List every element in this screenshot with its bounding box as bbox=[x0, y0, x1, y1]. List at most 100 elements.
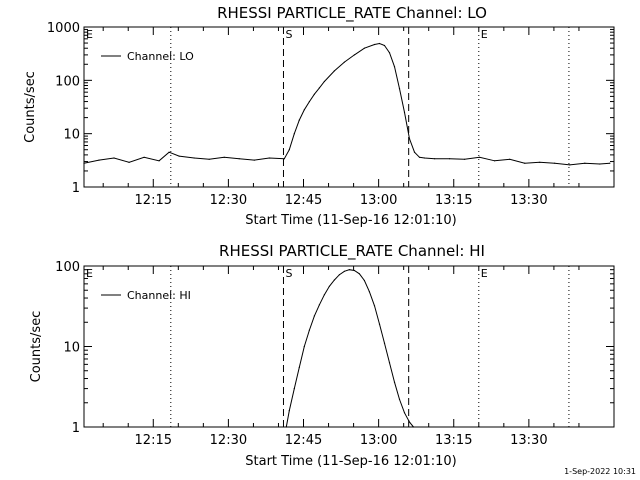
chart-1-data-point bbox=[308, 329, 310, 331]
chart-0-data-point bbox=[393, 66, 396, 68]
chart-1-series-line bbox=[285, 269, 414, 428]
chart-1-data-point bbox=[313, 315, 315, 317]
chart-1-y-tick-label: 10 bbox=[63, 341, 80, 356]
chart-0-marker-label-s: S bbox=[285, 28, 292, 41]
chart-0-data-point bbox=[178, 155, 180, 157]
chart-1-x-tick-label: 12:45 bbox=[285, 433, 322, 448]
chart-0-data-point bbox=[363, 47, 365, 49]
chart-0-data-point bbox=[464, 158, 466, 160]
chart-1-data-point bbox=[328, 285, 330, 287]
chart-0-data-point bbox=[288, 149, 290, 151]
chart-1-data-point bbox=[388, 362, 391, 364]
chart-0-data-point bbox=[584, 162, 586, 164]
chart-0-data-point bbox=[158, 160, 160, 162]
chart-1-data-point bbox=[323, 294, 325, 296]
chart-0-data-point bbox=[128, 161, 130, 163]
chart-0-data-point bbox=[434, 158, 436, 160]
chart-0-data-point bbox=[479, 156, 481, 158]
chart-0-data-point bbox=[323, 80, 325, 83]
chart-0-data-point bbox=[253, 159, 255, 161]
chart-1-data-point bbox=[285, 426, 287, 428]
chart-0-data-point bbox=[494, 160, 496, 162]
chart-1-data-point bbox=[368, 291, 370, 293]
chart-0-data-point bbox=[193, 157, 195, 159]
chart-1-y-tick-label: 1 bbox=[72, 421, 80, 436]
chart-0-data-point bbox=[449, 158, 451, 160]
chart-0-data-point bbox=[609, 162, 611, 164]
chart-1-legend-label: Channel: HI bbox=[127, 289, 191, 302]
chart-0-data-point bbox=[509, 158, 511, 160]
chart-1-data-point bbox=[318, 304, 320, 306]
chart-0-data-point bbox=[423, 157, 426, 159]
chart-1-data-point bbox=[383, 342, 386, 344]
chart-0-data-point bbox=[353, 54, 355, 56]
chart-1-data-point bbox=[373, 305, 376, 307]
chart-0-data-point bbox=[113, 157, 115, 159]
chart-0-data-point bbox=[293, 133, 295, 135]
chart-0-data-point bbox=[83, 162, 85, 164]
chart-0-data-point bbox=[318, 87, 320, 89]
chart-0-data-point bbox=[343, 61, 345, 63]
chart-1-marker-label-e: E bbox=[481, 267, 488, 280]
chart-0-marker-label-e: E bbox=[86, 28, 93, 41]
chart-0-x-axis-label: Start Time (11-Sep-16 12:01:10) bbox=[245, 213, 456, 228]
chart-0-data-point bbox=[554, 162, 556, 164]
chart-1-data-point bbox=[293, 388, 295, 390]
chart-0-data-point bbox=[373, 43, 376, 46]
chart-0-data-point bbox=[408, 138, 411, 140]
chart-0-marker-label-e: E bbox=[481, 28, 488, 41]
chart-1-x-axis-label: Start Time (11-Sep-16 12:01:10) bbox=[245, 454, 456, 469]
chart-0-data-point bbox=[403, 111, 406, 113]
generated-timestamp: 1-Sep-2022 10:31 bbox=[564, 467, 636, 476]
chart-1-y-axis-label: Counts/sec bbox=[29, 311, 44, 383]
chart-0-y-axis-label: Counts/sec bbox=[23, 71, 38, 143]
chart-1-x-tick-label: 12:15 bbox=[135, 433, 172, 448]
chart-1-data-point bbox=[358, 273, 360, 275]
chart-0-data-point bbox=[413, 151, 416, 153]
chart-0-data-point bbox=[298, 119, 300, 121]
chart-1-x-tick-label: 13:00 bbox=[360, 433, 397, 448]
chart-1-data-point bbox=[338, 274, 340, 276]
chart-0-x-tick-label: 12:45 bbox=[285, 193, 322, 208]
chart-1-data-point bbox=[303, 345, 305, 348]
chart-0-data-point bbox=[98, 159, 100, 161]
chart-0-x-tick-label: 13:15 bbox=[435, 193, 472, 208]
chart-0-x-tick-label: 13:00 bbox=[360, 193, 397, 208]
chart-0-frame bbox=[83, 26, 615, 188]
chart-0-data-point bbox=[378, 42, 381, 45]
chart-1-data-point bbox=[403, 412, 406, 414]
chart-0-y-tick-label: 1000 bbox=[47, 21, 80, 36]
chart-0-data-point bbox=[398, 88, 401, 90]
chart-0-data-point bbox=[238, 158, 240, 160]
chart-0-data-point bbox=[383, 44, 386, 47]
chart-1-data-point bbox=[288, 410, 290, 412]
chart-0-data-point bbox=[388, 52, 391, 54]
chart-0-data-point bbox=[168, 151, 170, 153]
chart-0-data-point bbox=[333, 70, 335, 72]
chart-1-data-point bbox=[408, 421, 411, 423]
chart-0-data-point bbox=[208, 158, 210, 160]
chart-1-x-tick-label: 13:15 bbox=[435, 433, 472, 448]
chart-0-title: RHESSI PARTICLE_RATE Channel: LO bbox=[217, 4, 487, 23]
chart-1-x-tick-label: 13:30 bbox=[510, 433, 547, 448]
chart-0-data-point bbox=[313, 93, 315, 95]
chart-0-legend-label: Channel: LO bbox=[127, 50, 194, 63]
chart-0-y-tick-label: 100 bbox=[55, 74, 80, 89]
chart-0-y-tick-label: 1 bbox=[72, 181, 80, 196]
chart-0-data-point bbox=[569, 164, 571, 166]
chart-1-data-point bbox=[298, 366, 300, 368]
chart-0-data-point bbox=[418, 156, 421, 158]
chart-0-x-tick-label: 13:30 bbox=[510, 193, 547, 208]
chart-1-data-point bbox=[363, 279, 365, 282]
chart-0-data-point bbox=[303, 109, 305, 111]
chart-0-data-point bbox=[143, 156, 145, 158]
chart-0-x-tick-label: 12:30 bbox=[210, 193, 247, 208]
chart-1-data-point bbox=[333, 279, 335, 281]
chart-1-data-point bbox=[343, 270, 345, 272]
chart-1-data-point bbox=[412, 426, 415, 428]
chart-1-marker-label-e: E bbox=[86, 267, 93, 280]
chart-1-title: RHESSI PARTICLE_RATE Channel: HI bbox=[219, 242, 485, 261]
chart-1-marker-label-s: S bbox=[285, 267, 292, 280]
chart-0-data-point bbox=[524, 162, 526, 164]
